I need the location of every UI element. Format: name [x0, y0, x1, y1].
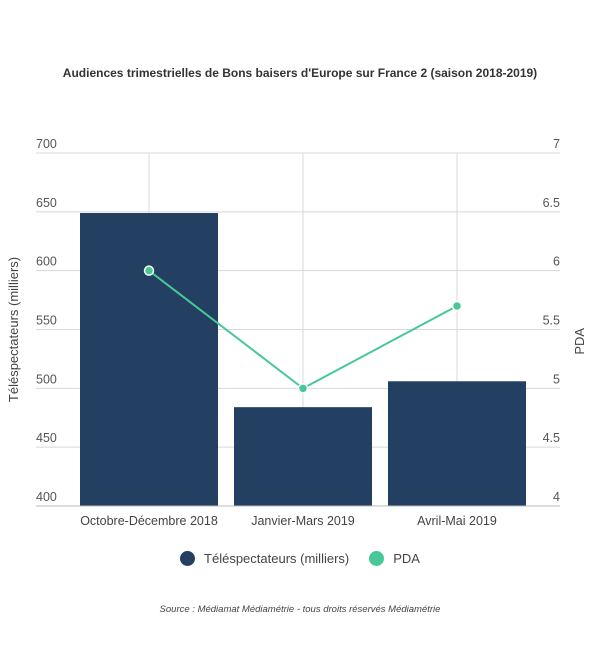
bar-series: [80, 213, 526, 506]
y-left-tick-label: 500: [36, 372, 57, 386]
legend-item-viewers[interactable]: Téléspectateurs (milliers): [180, 551, 349, 566]
y-left-tick-label: 400: [36, 490, 57, 504]
y-right-tick-label: 4.5: [543, 431, 560, 445]
pda-point: [297, 383, 309, 394]
y-left-tick-label: 600: [36, 255, 57, 269]
y-left-tick-label: 550: [36, 314, 57, 328]
legend: Téléspectateurs (milliers) PDA: [0, 551, 600, 566]
source-note: Source : Médiamat Médiamétrie - tous dro…: [159, 604, 441, 615]
legend-label-pda: PDA: [393, 551, 420, 566]
legend-swatch-pda: [369, 551, 385, 566]
y-left-tick-label: 450: [36, 431, 57, 445]
legend-item-pda[interactable]: PDA: [369, 551, 420, 566]
axis-labels: 400 450 500 550 600 650 700 4 4.5 5 5.5 6 6.5 7 Octobr…: [6, 137, 587, 528]
pda-point: [451, 300, 463, 312]
bar: [388, 381, 526, 506]
y-left-tick-label: 700: [36, 137, 57, 151]
y-right-tick-label: 6: [553, 255, 560, 269]
y-right-axis-title: PDA: [572, 328, 587, 355]
x-tick-label: Avril-Mai 2019: [417, 514, 497, 528]
x-tick-label: Octobre-Décembre 2018: [80, 514, 218, 528]
legend-label-viewers: Téléspectateurs (milliers): [204, 551, 350, 566]
x-tick-label: Janvier-Mars 2019: [251, 514, 355, 528]
chart-title: Audiences trimestrielles de Bons baisers…: [62, 66, 538, 80]
y-left-tick-label: 650: [36, 196, 57, 210]
bar: [234, 407, 372, 506]
line-series: [143, 265, 463, 394]
legend-swatch-viewers: [180, 551, 196, 566]
y-right-tick-label: 6.5: [543, 196, 560, 210]
y-right-tick-label: 5.5: [543, 314, 560, 328]
bar: [80, 213, 218, 506]
pda-point: [143, 265, 155, 276]
y-right-tick-label: 7: [553, 137, 560, 151]
y-right-tick-label: 5: [553, 372, 560, 386]
y-left-axis-title: Téléspectateurs (milliers): [6, 257, 21, 402]
y-right-tick-label: 4: [553, 490, 560, 504]
